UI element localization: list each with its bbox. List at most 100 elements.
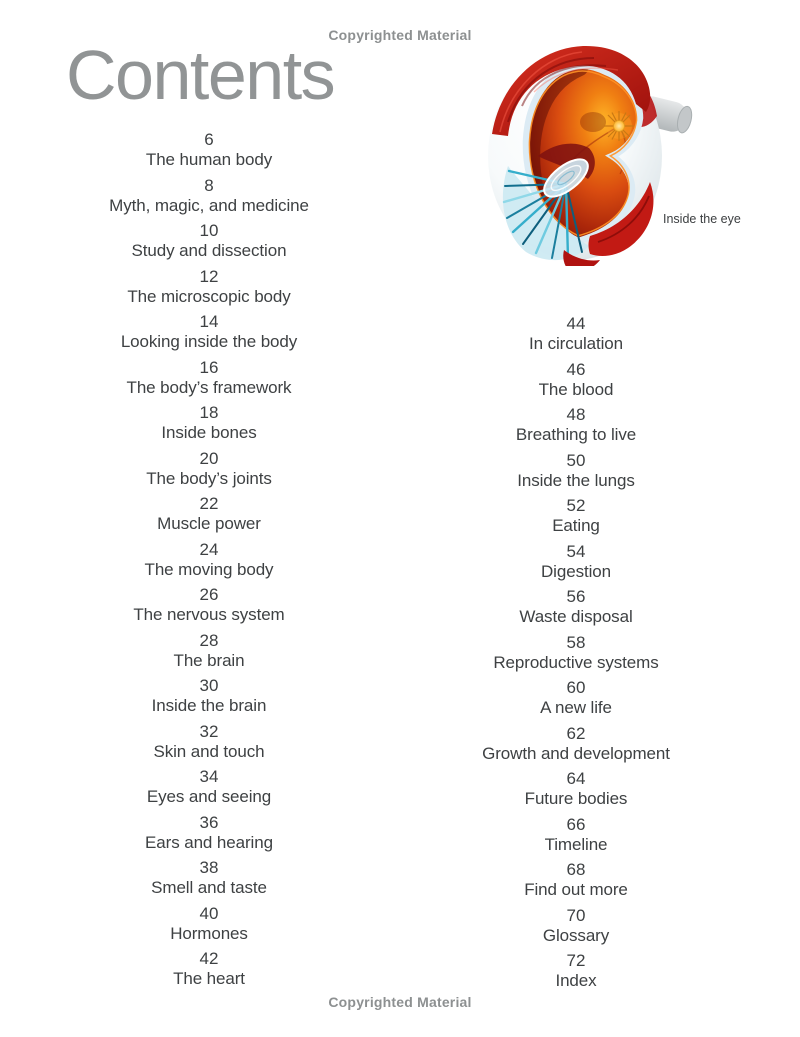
toc-page-number: 46: [566, 359, 586, 379]
toc-page-number: 42: [199, 949, 219, 968]
toc-entry-title: The blood: [538, 379, 614, 399]
toc-page-number: 32: [199, 721, 219, 741]
toc-entry: 52 Eating: [416, 496, 736, 536]
toc-page-number: 66: [566, 814, 586, 834]
toc-entry-title: Reproductive systems: [493, 652, 659, 672]
toc-page-number: 10: [199, 221, 219, 240]
toc-entry: 62 Growth and development: [416, 724, 736, 764]
toc-entry-title: Eyes and seeing: [146, 787, 272, 806]
toc-entry-title: The body’s framework: [126, 377, 292, 397]
eye-cutaway-illustration: [488, 45, 693, 266]
toc-entry: 14 Looking inside the body: [49, 312, 369, 352]
toc-page-number: 18: [199, 403, 219, 422]
toc-entry: 48 Breathing to live: [416, 405, 736, 445]
toc-page-number: 24: [199, 539, 219, 559]
toc-page-number: 70: [566, 905, 586, 925]
toc-page-number: 40: [199, 903, 219, 923]
toc-entry-title: The heart: [173, 969, 245, 988]
toc-page-number: 36: [199, 812, 219, 832]
illustration-caption: Inside the eye: [663, 212, 741, 226]
toc-page-number: 60: [566, 678, 586, 697]
toc-entry-title: Muscle power: [157, 514, 261, 533]
toc-page-number: 54: [566, 541, 586, 561]
toc-entry-title: Ears and hearing: [145, 832, 273, 852]
toc-entry: 64 Future bodies: [416, 769, 736, 809]
toc-column-left: 6 The human body 8 Myth, magic, and medicin…: [49, 130, 369, 995]
toc-entry-title: The microscopic body: [127, 286, 291, 306]
toc-entry: 16 The body’s framework: [49, 358, 369, 398]
toc-entry: 46 The blood: [416, 360, 736, 400]
toc-entry: 18 Inside bones: [49, 403, 369, 443]
toc-page-number: 12: [199, 266, 219, 286]
toc-page-number: 16: [199, 357, 219, 377]
toc-entry: 54 Digestion: [416, 542, 736, 582]
toc-entry-title: In circulation: [528, 334, 624, 353]
toc-page-number: 28: [199, 630, 219, 650]
superior-muscle: [492, 45, 651, 136]
toc-entry-title: The human body: [145, 150, 273, 169]
toc-entry-title: Inside the lungs: [517, 470, 635, 490]
toc-page-number: 62: [566, 723, 586, 743]
toc-entry: 24 The moving body: [49, 540, 369, 580]
toc-entry-title: Eating: [552, 516, 600, 535]
lens: [543, 158, 589, 198]
toc-entry-title: The body’s joints: [146, 468, 272, 488]
toc-page-number: 20: [199, 448, 219, 468]
toc-page-number: 26: [199, 585, 219, 604]
toc-entry-title: The nervous system: [133, 605, 285, 624]
toc-entry-title: Study and dissection: [131, 241, 287, 260]
toc-entry-title: Smell and taste: [151, 878, 267, 897]
toc-entry: 34 Eyes and seeing: [49, 767, 369, 807]
toc-entry-title: Inside the brain: [151, 696, 267, 715]
toc-entry: 38 Smell and taste: [49, 858, 369, 898]
copyright-notice-top: Copyrighted Material: [328, 27, 472, 43]
toc-page-number: 64: [566, 769, 586, 788]
toc-entry: 36 Ears and hearing: [49, 813, 369, 853]
toc-entry: 30 Inside the brain: [49, 676, 369, 716]
toc-entry-title: The brain: [173, 650, 245, 670]
toc-page-number: 68: [566, 860, 586, 879]
toc-page-number: 30: [199, 676, 219, 695]
toc-page-number: 38: [199, 858, 219, 877]
toc-column-right: 44 In circulation 46 The blood 48 Breathing t…: [416, 314, 736, 997]
toc-page-number: 34: [199, 767, 219, 786]
toc-entry: 8 Myth, magic, and medicine: [49, 176, 369, 216]
toc-page-number: 50: [566, 450, 586, 470]
toc-entry-title: Inside bones: [161, 423, 257, 442]
optic-disc: [604, 111, 634, 141]
copyright-notice-bottom: Copyrighted Material: [328, 994, 472, 1010]
toc-entry: 72 Index: [416, 951, 736, 991]
toc-entry: 22 Muscle power: [49, 494, 369, 534]
toc-entry-title: Glossary: [542, 925, 610, 945]
toc-entry-title: Skin and touch: [153, 741, 265, 761]
page-title: Contents: [66, 36, 336, 114]
toc-entry-title: Myth, magic, and medicine: [109, 195, 309, 215]
toc-page-number: 48: [566, 405, 586, 424]
toc-entry-title: Index: [555, 971, 597, 990]
toc-entry: 42 The heart: [49, 949, 369, 989]
toc-entry: 6 The human body: [49, 130, 369, 170]
toc-entry-title: Looking inside the body: [120, 332, 298, 351]
toc-page-number: 8: [204, 175, 214, 195]
toc-entry-title: Growth and development: [482, 743, 670, 763]
toc-page-number: 14: [199, 312, 219, 331]
toc-entry: 26 The nervous system: [49, 585, 369, 625]
toc-page-number: 6: [204, 130, 214, 149]
toc-entry: 10 Study and dissection: [49, 221, 369, 261]
toc-page-number: 58: [566, 632, 586, 652]
inferior-muscle: [563, 182, 654, 266]
toc-entry-title: Waste disposal: [519, 607, 633, 626]
toc-entry: 66 Timeline: [416, 815, 736, 855]
toc-entry-title: A new life: [540, 698, 612, 717]
toc-entry: 70 Glossary: [416, 906, 736, 946]
toc-entry-title: Hormones: [170, 923, 248, 943]
toc-entry-title: Find out more: [524, 880, 628, 899]
toc-entry-title: Breathing to live: [515, 425, 637, 444]
toc-entry: 60 A new life: [416, 678, 736, 718]
toc-entry: 20 The body’s joints: [49, 449, 369, 489]
toc-page-number: 56: [566, 587, 586, 606]
toc-entry: 28 The brain: [49, 631, 369, 671]
toc-entry-title: The moving body: [144, 559, 274, 579]
toc-entry: 44 In circulation: [416, 314, 736, 354]
